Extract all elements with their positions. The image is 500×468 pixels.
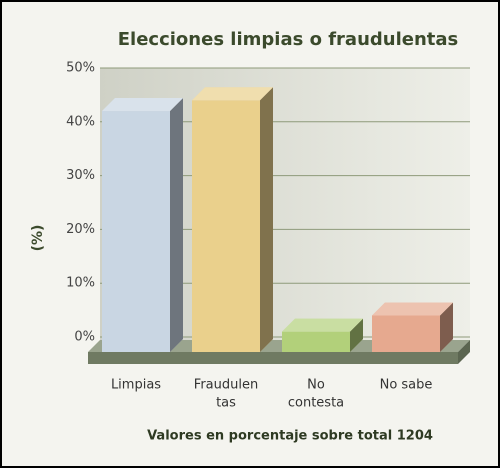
y-tick-label: 50% xyxy=(66,61,95,76)
bar-top xyxy=(372,302,453,316)
x-tick-label: No sabe xyxy=(380,378,433,393)
bar-front xyxy=(192,100,260,352)
bar xyxy=(192,87,273,352)
bar-front xyxy=(102,111,170,352)
bar-top xyxy=(192,87,273,101)
floor-front xyxy=(88,352,458,364)
bar-side xyxy=(260,87,273,352)
bar-front xyxy=(282,331,350,352)
bar-top-shade xyxy=(372,302,453,316)
y-tick-label: 30% xyxy=(66,168,95,183)
y-tick-label: 0% xyxy=(74,330,95,345)
bar-side xyxy=(440,302,453,352)
x-tick-label: contesta xyxy=(288,396,344,411)
y-axis-label: (%) xyxy=(30,225,46,252)
bar-side-shade xyxy=(170,98,183,352)
floor-side xyxy=(458,340,470,364)
bar-top-shade xyxy=(102,98,183,112)
bar-side xyxy=(350,318,363,352)
y-tick-label: 40% xyxy=(66,114,95,129)
bar-front xyxy=(372,315,440,352)
bar-top xyxy=(282,318,363,332)
bar-top xyxy=(102,98,183,112)
x-axis-label: Valores en porcentaje sobre total 1204 xyxy=(147,429,433,444)
x-tick-label: tas xyxy=(216,396,236,411)
bar xyxy=(102,98,183,352)
bar xyxy=(372,302,453,352)
y-tick-label: 10% xyxy=(66,276,95,291)
bar-side-shade xyxy=(260,87,273,352)
y-tick-label: 20% xyxy=(66,222,95,237)
x-tick-label: Fraudulen xyxy=(194,378,258,393)
x-tick-label: No xyxy=(307,378,325,393)
x-tick-label: Limpias xyxy=(111,378,161,393)
bar xyxy=(282,318,363,352)
bar-side-shade xyxy=(440,302,453,352)
bar-side-shade xyxy=(350,318,363,352)
bar-side xyxy=(170,98,183,352)
bar-top-shade xyxy=(282,318,363,332)
chart-title: Elecciones limpias o fraudulentas xyxy=(118,29,459,50)
bar-top-shade xyxy=(192,87,273,101)
